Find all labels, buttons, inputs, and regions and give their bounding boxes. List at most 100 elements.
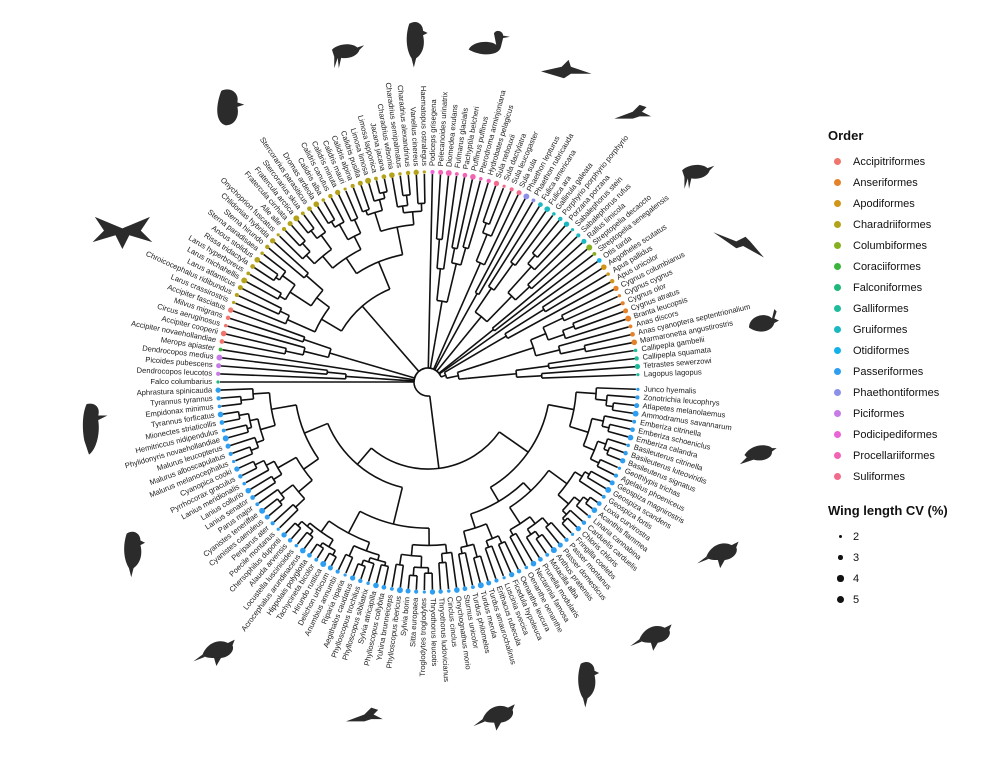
- size-dot: [839, 535, 842, 538]
- tip-point: [592, 251, 597, 256]
- tip-point: [287, 538, 293, 543]
- branch: [238, 412, 249, 417]
- branch: [450, 248, 456, 263]
- branch: [490, 190, 512, 237]
- branch: [365, 542, 371, 552]
- tip-point: [454, 587, 460, 593]
- branch: [436, 239, 441, 269]
- branch: [561, 510, 568, 516]
- branch-arc: [572, 323, 576, 330]
- branch: [458, 328, 494, 358]
- branch: [441, 174, 450, 240]
- tip-point: [343, 187, 347, 191]
- branch-arc: [463, 523, 487, 533]
- branch: [220, 388, 253, 391]
- tip-point: [350, 183, 355, 189]
- branch: [601, 425, 610, 429]
- branch: [285, 350, 304, 356]
- branch-arc: [541, 306, 547, 313]
- branch: [256, 439, 265, 444]
- branch: [493, 254, 594, 332]
- branch: [273, 241, 309, 274]
- branch: [529, 516, 536, 525]
- tip-label: Dendrocopos leucotos: [136, 366, 212, 378]
- branch: [507, 281, 611, 340]
- tip-point: [564, 537, 569, 542]
- branch-arc: [237, 411, 241, 420]
- legend-label: Gruiformes: [853, 323, 908, 336]
- branch: [432, 306, 462, 370]
- branch: [320, 520, 330, 533]
- branch: [222, 410, 239, 415]
- branch: [497, 535, 503, 544]
- tip-point: [636, 373, 640, 377]
- branch: [238, 460, 254, 469]
- tip-point: [216, 354, 223, 361]
- branch: [584, 333, 631, 347]
- finch-silhouette-icon: [630, 624, 672, 651]
- tip-point: [617, 294, 622, 298]
- branch-arc: [327, 348, 332, 358]
- branch: [569, 509, 583, 522]
- branch-arc: [458, 551, 466, 555]
- tip-point: [294, 543, 299, 548]
- tip-point: [552, 212, 556, 216]
- branch: [550, 521, 566, 539]
- branch: [582, 496, 589, 502]
- branch-arc: [585, 496, 591, 504]
- tip-point: [581, 238, 587, 244]
- tip-point: [494, 578, 499, 583]
- legend-item-otidiformes: Otidiformes: [828, 340, 993, 361]
- tip-point: [241, 277, 248, 284]
- branch: [327, 371, 347, 375]
- tip-point: [299, 547, 306, 554]
- quail-silhouette-icon: [749, 309, 779, 332]
- tip-point: [470, 174, 476, 180]
- tip-point: [523, 193, 530, 200]
- branch-arc: [369, 557, 386, 563]
- legend-swatch: [834, 473, 841, 480]
- branch: [304, 422, 329, 434]
- branch: [438, 333, 496, 375]
- branch: [290, 527, 302, 540]
- branch: [374, 377, 415, 382]
- tip-point: [335, 189, 341, 196]
- branch: [241, 467, 258, 477]
- tip-point: [502, 576, 506, 580]
- tip-point: [454, 172, 459, 176]
- branch: [353, 235, 362, 250]
- tip-point: [254, 256, 261, 263]
- size-label: 5: [853, 593, 860, 606]
- branch: [535, 349, 560, 357]
- legend-label: Galliformes: [853, 302, 909, 315]
- branch: [485, 540, 490, 548]
- order-legend-title: Order: [828, 128, 864, 143]
- branch: [541, 517, 550, 526]
- branch: [305, 254, 315, 265]
- tip-point: [250, 495, 255, 500]
- branch: [443, 346, 488, 374]
- branch: [378, 199, 384, 211]
- tip-point: [628, 324, 633, 329]
- branch-arc: [327, 219, 335, 225]
- branch: [534, 530, 540, 538]
- branch: [322, 255, 334, 269]
- branch: [445, 562, 450, 590]
- branch: [472, 544, 478, 558]
- legend-item-phaethontiformes: Phaethontiformes: [828, 382, 993, 403]
- branch: [382, 192, 386, 199]
- branch: [227, 325, 306, 349]
- branch: [321, 318, 342, 332]
- tip-point: [493, 180, 500, 187]
- branch: [345, 190, 359, 219]
- tip-label: Falco columbarius: [150, 377, 212, 386]
- tip-point: [486, 580, 492, 586]
- branch: [330, 556, 337, 567]
- branch-arc: [263, 460, 270, 471]
- branch: [268, 247, 305, 279]
- branch: [530, 242, 583, 290]
- branch-arc: [583, 345, 587, 352]
- tip-point: [626, 443, 630, 448]
- legend-item-anseriformes: Anseriformes: [828, 172, 993, 193]
